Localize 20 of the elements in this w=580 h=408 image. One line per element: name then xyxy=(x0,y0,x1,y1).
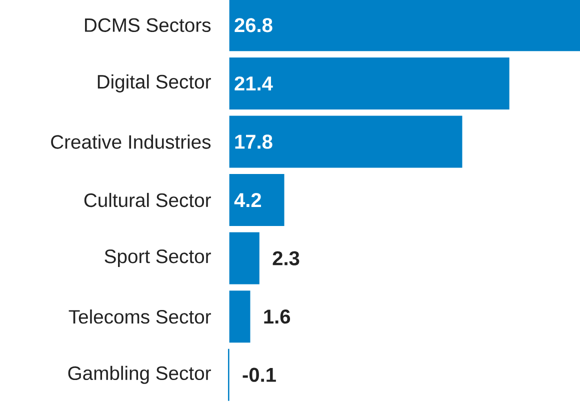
bar xyxy=(229,174,284,226)
y-tick-label: Sport Sector xyxy=(104,250,211,268)
y-tick-label: Digital Sector xyxy=(98,74,211,92)
data-label: 21.4 xyxy=(234,76,273,90)
bar xyxy=(229,0,580,52)
bar xyxy=(229,57,510,110)
bar xyxy=(229,116,462,168)
y-tick-label: Creative Industries xyxy=(51,134,211,149)
data-label: -0.1 xyxy=(242,368,276,382)
y-tick-label: Telecoms Sector xyxy=(68,309,211,324)
y-tick-label: Cultural Sector xyxy=(84,192,211,208)
y-tick-label: Gambling Sector xyxy=(68,366,211,384)
bar xyxy=(229,232,260,284)
data-label: 1.6 xyxy=(264,309,290,324)
y-tick-label: DCMS Sectors xyxy=(85,18,211,32)
data-label: 26.8 xyxy=(234,18,272,32)
data-label: 17.8 xyxy=(235,134,272,149)
bar xyxy=(229,290,250,343)
data-label: 2.3 xyxy=(272,251,300,266)
data-label: 4.2 xyxy=(234,193,262,207)
